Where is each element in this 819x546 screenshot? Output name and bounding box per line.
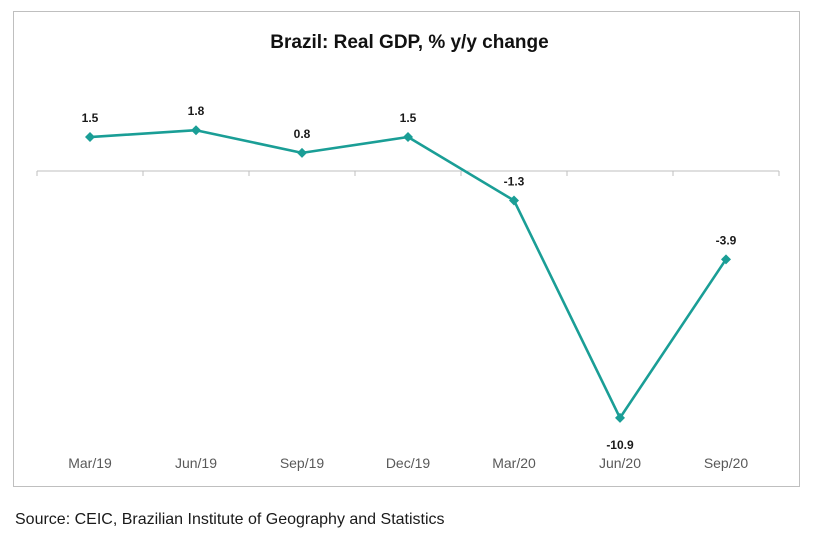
x-tick-label: Dec/19 xyxy=(386,455,431,471)
data-label: 1.5 xyxy=(82,111,99,125)
data-point xyxy=(721,254,731,265)
chart-frame xyxy=(13,11,800,487)
chart-title: Brazil: Real GDP, % y/y change xyxy=(270,32,549,53)
data-point xyxy=(509,195,519,206)
data-point xyxy=(615,412,625,423)
x-tick-label: Sep/19 xyxy=(280,455,325,471)
data-point xyxy=(191,125,201,136)
data-label: 1.5 xyxy=(400,111,417,125)
source-note: Source: CEIC, Brazilian Institute of Geo… xyxy=(15,511,445,528)
x-tick-label: Mar/19 xyxy=(68,455,112,471)
data-label: -1.3 xyxy=(504,174,525,188)
data-label: -3.9 xyxy=(716,233,737,247)
x-tick-label: Sep/20 xyxy=(704,455,749,471)
x-tick-label: Jun/20 xyxy=(599,455,641,471)
data-label: 1.8 xyxy=(188,104,205,118)
x-tick-label: Jun/19 xyxy=(175,455,217,471)
data-point xyxy=(403,132,413,143)
data-point xyxy=(297,147,307,158)
data-label: -10.9 xyxy=(606,438,634,452)
data-label: 0.8 xyxy=(294,127,311,141)
x-tick-label: Mar/20 xyxy=(492,455,536,471)
data-point xyxy=(85,132,95,143)
series-line xyxy=(89,128,728,420)
